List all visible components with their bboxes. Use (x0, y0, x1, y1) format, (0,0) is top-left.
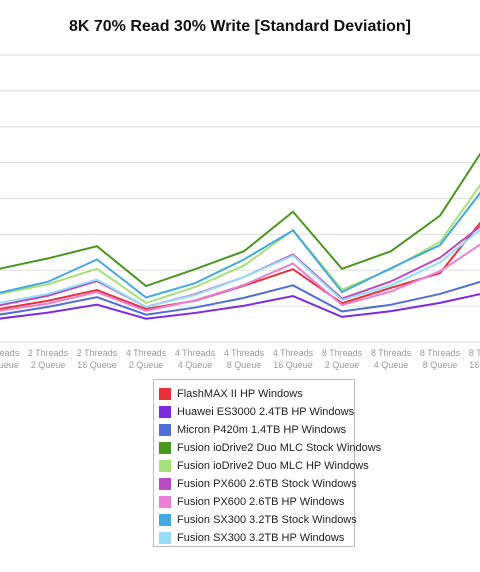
legend-item: Fusion ioDrive2 Duo MLC Stock Windows (159, 439, 381, 457)
series-line-2 (0, 293, 480, 320)
legend: FlashMAX II HP Windows Huawei ES3000 2.4T… (153, 379, 381, 547)
series-lines (0, 152, 480, 320)
series-line-3 (0, 280, 480, 316)
x-tick-label: 2 Threads 2 Queue (28, 348, 69, 370)
x-tick-label: 4 Threads 8 Queue (224, 348, 265, 370)
legend-swatch (159, 478, 171, 490)
legend-item: Fusion SX300 3.2TB HP Windows (159, 529, 354, 547)
series-line-9 (0, 228, 480, 308)
legend-swatch (159, 514, 171, 526)
x-tick-label: 4 Threads 4 Queue (175, 348, 216, 370)
legend-swatch (159, 496, 171, 508)
x-tick-label: 8 Threads 4 Queue (371, 348, 412, 370)
legend-swatch (159, 388, 171, 400)
chart-title: 8K 70% Read 30% Write [Standard Deviatio… (68, 18, 412, 35)
legend-label: Huawei ES3000 2.4TB HP Windows (177, 406, 355, 418)
legend-label: Micron P420m 1.4TB HP Windows (177, 424, 347, 436)
legend-item: Fusion PX600 2.6TB Stock Windows (159, 475, 357, 493)
x-tick-label: 8 Threads 2 Queue (322, 348, 363, 370)
series-line-5 (0, 183, 480, 304)
legend-label: Fusion ioDrive2 Duo MLC Stock Windows (177, 442, 382, 454)
legend-item: Fusion PX600 2.6TB HP Windows (159, 493, 354, 511)
legend-item: Micron P420m 1.4TB HP Windows (159, 421, 354, 439)
legend-label: Fusion PX600 2.6TB HP Windows (177, 496, 345, 508)
x-tick-label: 4 Threads 16 Queue (273, 348, 314, 370)
legend-swatch (159, 406, 171, 418)
legend-swatch (159, 442, 171, 454)
legend-item: Fusion SX300 3.2TB Stock Windows (159, 511, 357, 529)
legend-label: Fusion PX600 2.6TB Stock Windows (177, 478, 357, 490)
legend-item: Huawei ES3000 2.4TB HP Windows (159, 403, 354, 421)
series-line-6 (0, 225, 480, 308)
legend-label: FlashMAX II HP Windows (177, 388, 303, 400)
legend-label: Fusion SX300 3.2TB Stock Windows (177, 514, 357, 526)
legend-item: Fusion ioDrive2 Duo MLC HP Windows (159, 457, 369, 475)
legend-swatch (159, 424, 171, 436)
x-tick-label: 4 Threads 2 Queue (126, 348, 167, 370)
legend-item: FlashMAX II HP Windows (159, 385, 354, 403)
x-tick-label: 8 Threads 8 Queue (420, 348, 461, 370)
series-line-4 (0, 152, 480, 288)
series-line-7 (0, 243, 480, 312)
legend-label: Fusion SX300 3.2TB HP Windows (177, 532, 345, 544)
x-tick-label: 2 Threads 16 Queue (77, 348, 118, 370)
series-line-8 (0, 191, 480, 299)
legend-swatch (159, 460, 171, 472)
legend-label: Fusion ioDrive2 Duo MLC HP Windows (177, 460, 369, 472)
series-line-1 (0, 221, 480, 311)
legend-swatch (159, 532, 171, 544)
